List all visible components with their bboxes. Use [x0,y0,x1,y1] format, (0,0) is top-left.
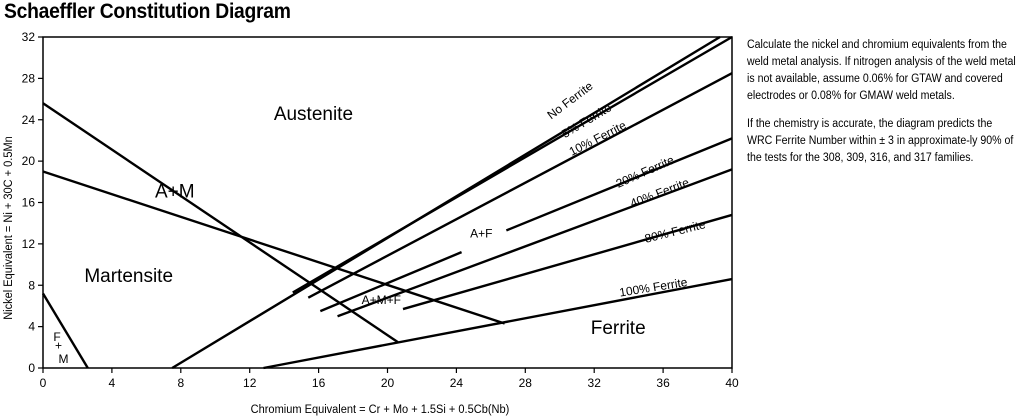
boundary-line-austenite-martensite-upper [42,102,399,344]
y-tick-label: 32 [22,30,36,44]
y-tick-label: 24 [22,113,36,127]
x-tick-label: 20 [381,376,395,390]
region-label: + [55,338,62,352]
x-tick-label: 40 [725,376,739,390]
y-tick-label: 12 [22,237,36,251]
x-tick-label: 4 [109,376,116,390]
y-tick-label: 0 [28,361,35,375]
boundary-line-20-percent-ferrite-lower [319,251,463,313]
y-tick-label: 28 [22,71,36,85]
region-label: A+M+F [362,293,401,307]
region-label: Austenite [274,104,353,125]
region-label: Martensite [84,266,173,287]
x-tick-label: 16 [312,376,326,390]
x-axis-label: Chromium Equivalent = Cr + Mo + 1.5Si + … [251,404,510,416]
x-tick-label: 36 [656,376,670,390]
boundary-line-100-percent-ferrite [263,277,733,370]
note-paragraph: If the chemistry is accurate, the diagra… [747,118,1014,164]
x-tick-label: 8 [177,376,184,390]
boundary-line-80-percent-ferrite [402,213,733,311]
x-tick-label: 32 [588,376,602,390]
region-label: F [53,330,60,344]
x-tick-label: 24 [450,376,464,390]
x-tick-label: 28 [519,376,533,390]
boundary-line-5-percent-ferrite [292,35,733,294]
x-tick-label: 0 [40,376,47,390]
schaeffler-diagram: 0 4 8 12 16 20 24 28 32 36 40 0 4 8 12 16 20 24 28 32 Aust… [3,30,739,416]
diagram-title: Schaeffler Constitution Diagram [4,0,291,23]
region-label: M [59,352,69,366]
region-label: A+F [470,227,492,241]
notes-panel: Calculate the nickel and chromium equiva… [747,37,1019,178]
boundary-line-20-percent-ferrite-upper [505,137,733,232]
boundary-line-martensite-ferrite-corner [41,292,89,369]
x-tick-label: 12 [243,376,257,390]
y-tick-label: 16 [22,196,36,210]
ferrite-line-label: 80% Ferrite [643,217,707,246]
boundary-line-martensite-upper [42,170,506,325]
boundary-line-40-percent-ferrite [337,168,733,318]
y-axis-label: Nickel Equivalent = Ni + 30C + 0.5Mn [3,136,15,320]
y-tick-label: 20 [22,154,36,168]
ferrite-line-label: 100% Ferrite [618,275,688,300]
boundary-line-10-percent-ferrite [307,72,733,299]
y-tick-label: 8 [28,278,35,292]
region-label: Ferrite [591,318,646,339]
region-label: A+M [155,181,195,202]
y-tick-label: 4 [28,320,35,334]
note-paragraph: Calculate the nickel and chromium equiva… [747,39,1016,102]
